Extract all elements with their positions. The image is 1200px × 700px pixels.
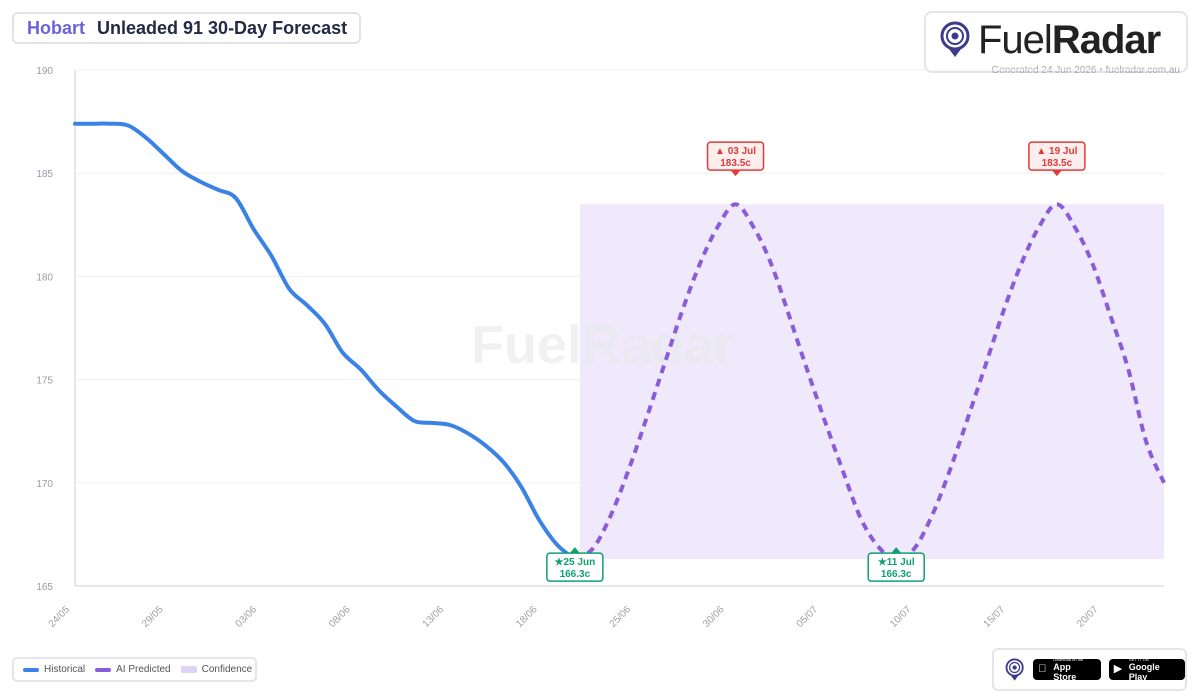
x-tick-label: 10/07 xyxy=(888,604,914,630)
low-marker-pointer xyxy=(569,547,580,554)
y-tick-label: 175 xyxy=(36,376,53,387)
x-tick-label: 08/06 xyxy=(327,604,353,630)
legend-label-predicted: AI Predicted xyxy=(116,664,171,675)
x-tick-label: 25/06 xyxy=(608,604,634,630)
app-store-badges:  Download on the App Store ▶ GET IT ON … xyxy=(992,648,1187,691)
apple-icon:  xyxy=(1038,663,1046,675)
y-tick-label: 165 xyxy=(36,582,53,593)
legend-item-historical: Historical xyxy=(23,664,85,675)
brand-word-fuel: Fuel xyxy=(978,18,1053,62)
google-play-button[interactable]: ▶ GET IT ON Google Play xyxy=(1108,657,1185,682)
confidence-band xyxy=(579,204,1164,560)
x-tick-label: 29/05 xyxy=(140,604,166,630)
brand-word-radar: Radar xyxy=(1051,18,1161,62)
watermark: FuelRadar xyxy=(471,315,735,375)
fuelradar-logo: FuelRadar xyxy=(938,19,1178,61)
chart-title: Unleaded 91 30-Day Forecast xyxy=(97,17,348,38)
app-store-label: App Store xyxy=(1053,662,1077,682)
x-tick-label: 30/06 xyxy=(701,604,727,630)
legend-label-historical: Historical xyxy=(44,664,86,675)
marker-value-label: 183.5c xyxy=(720,158,751,169)
legend-swatch-historical xyxy=(23,667,39,672)
high-marker-pointer xyxy=(730,170,741,177)
x-tick-label: 05/07 xyxy=(795,604,821,630)
chart-title-box: Hobart Unleaded 91 30-Day Forecast xyxy=(12,12,361,44)
y-tick-label: 190 xyxy=(36,66,53,77)
google-play-small: GET IT ON xyxy=(1128,657,1149,662)
x-tick-label: 24/05 xyxy=(47,604,73,630)
historical-line xyxy=(73,121,577,562)
predicted-line xyxy=(573,202,1166,562)
marker-date-label: ▲ 03 Jul xyxy=(715,146,756,157)
x-tick-label: 13/06 xyxy=(421,604,447,630)
marker-value-label: 166.3c xyxy=(560,569,591,580)
x-tick-label: 15/07 xyxy=(982,604,1008,630)
marker-value-label: 166.3c xyxy=(881,569,912,580)
y-tick-label: 170 xyxy=(36,479,53,490)
marker-date-label: ★25 Jun xyxy=(555,557,596,568)
google-play-label: Google Play xyxy=(1128,662,1160,682)
app-store-button[interactable]:  Download on the App Store xyxy=(1033,657,1101,682)
fuelradar-app-icon xyxy=(1005,657,1024,681)
app-store-small: Download on the xyxy=(1053,657,1084,662)
legend-swatch-predicted xyxy=(95,667,112,672)
x-tick-label: 18/06 xyxy=(514,604,540,630)
play-icon: ▶ xyxy=(1113,663,1123,675)
low-marker-pointer xyxy=(891,547,902,554)
legend-item-confidence: Confidence xyxy=(180,664,253,675)
brand-box: FuelRadar Generated 24 Jun 2026 • fuelra… xyxy=(924,11,1188,76)
marker-date-label: ★11 Jul xyxy=(878,557,915,568)
chart-legend: Historical AI Predicted Confidence xyxy=(12,657,257,682)
legend-label-confidence: Confidence xyxy=(201,664,253,675)
city-label: Hobart xyxy=(27,17,85,38)
high-marker-pointer xyxy=(1051,170,1062,177)
marker-value-label: 183.5c xyxy=(1042,158,1073,169)
legend-swatch-confidence xyxy=(180,666,197,673)
legend-item-predicted: AI Predicted xyxy=(95,664,171,675)
radar-pin-icon xyxy=(940,21,970,57)
x-tick-label: 20/07 xyxy=(1075,604,1101,630)
marker-date-label: ▲ 19 Jul xyxy=(1036,146,1077,157)
y-tick-label: 185 xyxy=(36,169,53,180)
brand-wordmark: FuelRadar xyxy=(978,18,1161,62)
x-tick-label: 03/06 xyxy=(234,604,260,630)
y-tick-label: 180 xyxy=(36,272,53,283)
